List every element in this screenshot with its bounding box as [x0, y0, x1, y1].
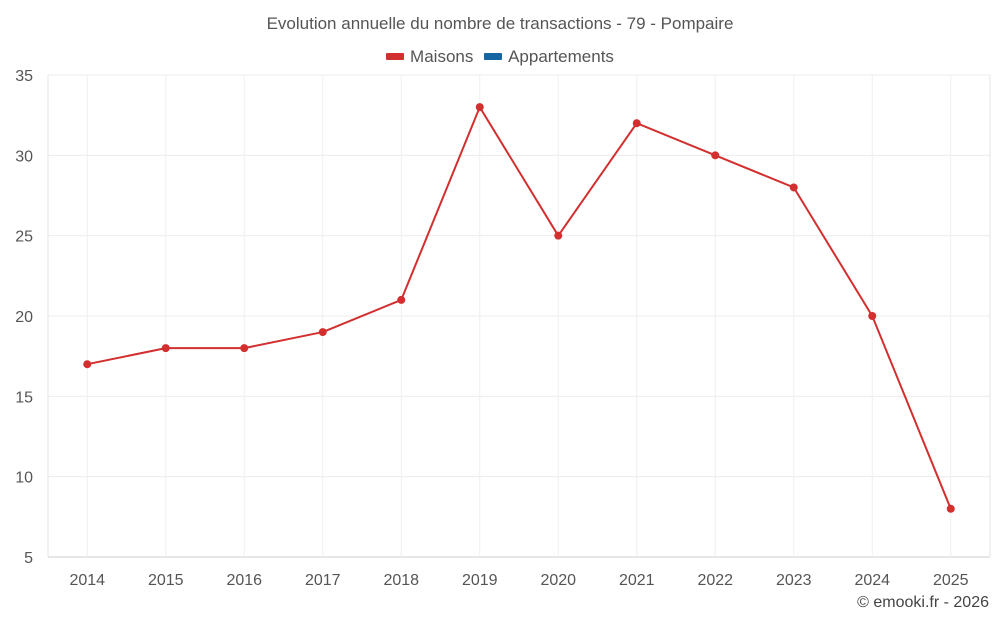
- data-point-maisons-2015: [161, 344, 170, 353]
- data-point-maisons-2021: [632, 119, 641, 128]
- chart-title: Evolution annuelle du nombre de transact…: [266, 14, 734, 33]
- series-line-maisons: [87, 106, 952, 510]
- y-tick-label-15: 15: [15, 389, 33, 406]
- data-point-maisons-2022: [711, 151, 720, 160]
- x-tick-label-2023: 2023: [776, 572, 812, 589]
- legend: Maisons Appartements: [0, 45, 1000, 67]
- x-tick-label-2016: 2016: [226, 572, 262, 589]
- data-point-maisons-2016: [240, 344, 249, 353]
- y-tick-label-5: 5: [24, 550, 33, 567]
- y-tick-label-25: 25: [15, 229, 33, 246]
- y-tick-label-20: 20: [15, 309, 33, 326]
- x-tick-label-2024: 2024: [854, 572, 890, 589]
- x-tick-label-2017: 2017: [305, 572, 341, 589]
- y-tick-label-30: 30: [15, 148, 33, 165]
- legend-label-appartements: Appartements: [508, 46, 614, 66]
- legend-item-appartements[interactable]: Appartements: [484, 47, 614, 67]
- data-point-maisons-2019: [475, 103, 484, 112]
- x-tick-label-2019: 2019: [462, 572, 498, 589]
- x-tick-label-2018: 2018: [383, 572, 419, 589]
- y-tick-label-35: 35: [15, 68, 33, 85]
- data-point-maisons-2014: [83, 360, 92, 369]
- legend-item-maisons[interactable]: Maisons: [386, 47, 473, 67]
- legend-label-maisons: Maisons: [410, 46, 474, 66]
- data-point-maisons-2017: [318, 328, 327, 337]
- x-tick-label-2022: 2022: [697, 572, 733, 589]
- data-point-maisons-2025: [946, 504, 955, 513]
- x-tick-label-2015: 2015: [148, 572, 184, 589]
- data-point-maisons-2023: [789, 183, 798, 192]
- x-tick-label-2025: 2025: [933, 572, 969, 589]
- data-point-maisons-2018: [397, 295, 406, 304]
- credit-text: © emooki.fr - 2026: [857, 594, 989, 611]
- x-tick-label-2014: 2014: [69, 572, 105, 589]
- y-tick-label-10: 10: [15, 470, 33, 487]
- x-tick-label-2020: 2020: [540, 572, 576, 589]
- legend-swatch-appartements: [484, 53, 503, 60]
- legend-swatch-maisons: [386, 53, 405, 60]
- data-point-maisons-2024: [868, 312, 877, 320]
- data-point-maisons-2020: [554, 231, 563, 240]
- x-tick-label-2021: 2021: [619, 572, 655, 589]
